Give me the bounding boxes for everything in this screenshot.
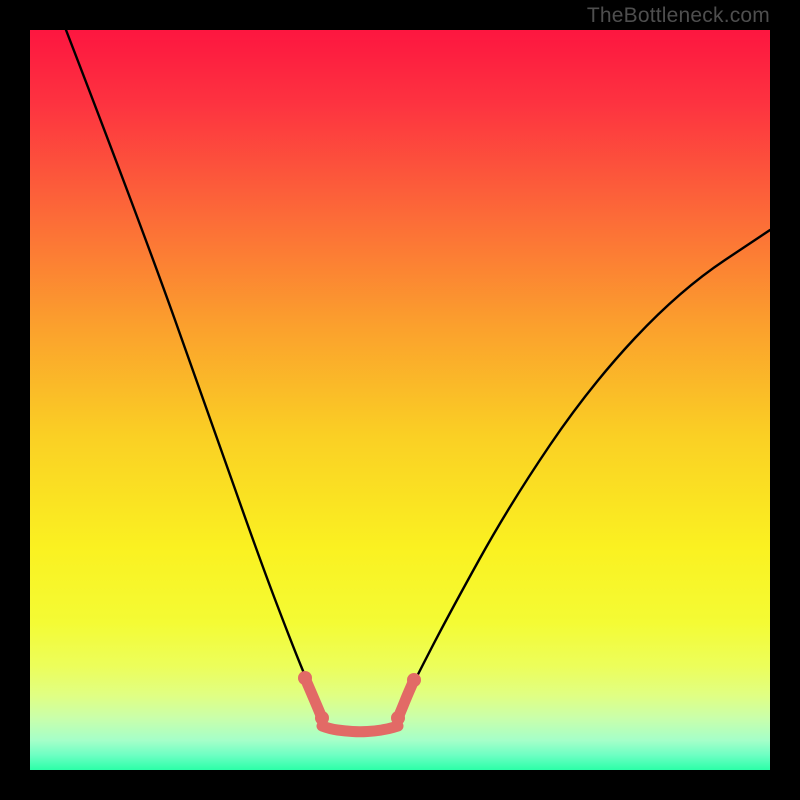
attribution-watermark: TheBottleneck.com xyxy=(587,4,770,28)
chart-frame: TheBottleneck.com xyxy=(0,0,800,800)
plot-area xyxy=(30,30,770,770)
bottleneck-curve-svg xyxy=(30,30,770,770)
